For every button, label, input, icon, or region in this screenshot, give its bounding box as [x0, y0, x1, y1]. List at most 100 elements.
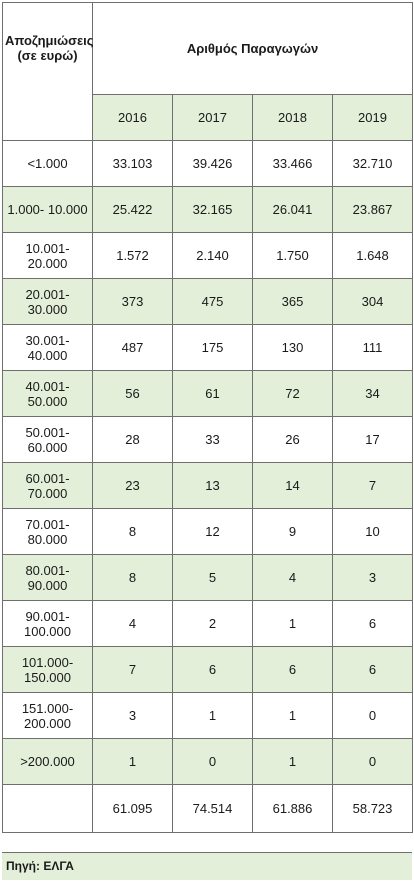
table-row: 50.001- 60.000 28 33 26 17	[2, 416, 414, 463]
value-cell: 304	[331, 278, 414, 325]
range-cell: 50.001- 60.000	[2, 416, 93, 463]
value-cell: 6	[172, 646, 253, 693]
value-cell: 23	[92, 462, 173, 509]
value-cell: 7	[92, 646, 173, 693]
table-row: 80.001- 90.000 8 5 4 3	[2, 554, 414, 601]
value-cell: 14	[252, 462, 333, 509]
value-cell: 32.710	[331, 140, 414, 187]
value-cell: 61	[172, 370, 253, 417]
total-cell: 58.723	[331, 784, 414, 833]
table-row: 20.001- 30.000 373 475 365 304	[2, 278, 414, 325]
range-cell: 90.001- 100.000	[2, 600, 93, 647]
value-cell: 33.466	[252, 140, 333, 187]
year-cell: 2016	[92, 94, 173, 141]
table-row: >200.000 1 0 1 0	[2, 738, 414, 785]
totals-row: 61.095 74.514 61.886 58.723	[2, 784, 414, 833]
table-row: 1.000- 10.000 25.422 32.165 26.041 23.867	[2, 186, 414, 233]
table-row: 30.001- 40.000 487 175 130 111	[2, 324, 414, 371]
value-cell: 26.041	[252, 186, 333, 233]
totals-label-cell	[2, 784, 93, 833]
value-cell: 34	[331, 370, 414, 417]
value-cell: 8	[92, 554, 173, 601]
table-row: 70.001- 80.000 8 12 9 10	[2, 508, 414, 555]
compensation-header: Αποζημιώσεις (σε ευρώ)	[2, 2, 94, 141]
header-row: Αποζημιώσεις (σε ευρώ) Αριθμός Παραγωγών	[2, 2, 414, 141]
range-cell: 80.001- 90.000	[2, 554, 93, 601]
value-cell: 175	[172, 324, 253, 371]
value-cell: 0	[172, 738, 253, 785]
table-row: 151.000- 200.000 3 1 1 0	[2, 692, 414, 739]
value-cell: 39.426	[172, 140, 253, 187]
range-cell: 151.000- 200.000	[2, 692, 93, 739]
value-cell: 25.422	[92, 186, 173, 233]
table-row: <1.000 33.103 39.426 33.466 32.710	[2, 140, 414, 187]
range-cell: 20.001- 30.000	[2, 278, 93, 325]
value-cell: 3	[331, 554, 414, 601]
year-cell: 2017	[172, 94, 253, 141]
value-cell: 1	[252, 692, 333, 739]
value-cell: 32.165	[172, 186, 253, 233]
table-row: 60.001- 70.000 23 13 14 7	[2, 462, 414, 509]
value-cell: 4	[92, 600, 173, 647]
value-cell: 1	[172, 692, 253, 739]
value-cell: 33	[172, 416, 253, 463]
value-cell: 6	[331, 646, 414, 693]
value-cell: 130	[252, 324, 333, 371]
table-row: 90.001- 100.000 4 2 1 6	[2, 600, 414, 647]
year-cell: 2018	[252, 94, 333, 141]
total-cell: 61.095	[92, 784, 173, 833]
range-cell: 70.001- 80.000	[2, 508, 93, 555]
value-cell: 72	[252, 370, 333, 417]
value-cell: 0	[331, 692, 414, 739]
table-row: 101.000- 150.000 7 6 6 6	[2, 646, 414, 693]
source-note: Πηγή: ΕΛΓΑ	[2, 852, 412, 880]
value-cell: 26	[252, 416, 333, 463]
value-cell: 487	[92, 324, 173, 371]
value-cell: 2.140	[172, 232, 253, 279]
value-cell: 13	[172, 462, 253, 509]
value-cell: 9	[252, 508, 333, 555]
value-cell: 373	[92, 278, 173, 325]
value-cell: 475	[172, 278, 253, 325]
range-cell: 10.001- 20.000	[2, 232, 93, 279]
year-row: 2016 2017 2018 2019	[3, 94, 414, 141]
value-cell: 1.750	[252, 232, 333, 279]
value-cell: 6	[331, 600, 414, 647]
year-cell: 2019	[331, 94, 414, 141]
producers-table: Αποζημιώσεις (σε ευρώ) Αριθμός Παραγωγών…	[2, 2, 414, 833]
value-cell: 1	[252, 738, 333, 785]
range-cell: 30.001- 40.000	[2, 324, 93, 371]
value-cell: 365	[252, 278, 333, 325]
value-cell: 12	[172, 508, 253, 555]
total-cell: 61.886	[252, 784, 333, 833]
range-cell: 101.000- 150.000	[2, 646, 93, 693]
table-row: 10.001- 20.000 1.572 2.140 1.750 1.648	[2, 232, 414, 279]
value-cell: 1	[252, 600, 333, 647]
value-cell: 1.648	[331, 232, 414, 279]
value-cell: 4	[252, 554, 333, 601]
range-cell: 1.000- 10.000	[2, 186, 93, 233]
value-cell: 23.867	[331, 186, 414, 233]
value-cell: 8	[92, 508, 173, 555]
value-cell: 6	[252, 646, 333, 693]
value-cell: 1.572	[92, 232, 173, 279]
value-cell: 2	[172, 600, 253, 647]
total-cell: 74.514	[172, 784, 253, 833]
value-cell: 111	[331, 324, 414, 371]
value-cell: 0	[331, 738, 414, 785]
range-cell: <1.000	[2, 140, 93, 187]
value-cell: 7	[331, 462, 414, 509]
value-cell: 5	[172, 554, 253, 601]
value-cell: 33.103	[92, 140, 173, 187]
producers-count-header: Αριθμός Παραγωγών	[91, 2, 414, 95]
range-cell: >200.000	[2, 738, 93, 785]
value-cell: 28	[92, 416, 173, 463]
value-cell: 1	[92, 738, 173, 785]
range-cell: 60.001- 70.000	[2, 462, 93, 509]
table-row: 40.001- 50.000 56 61 72 34	[2, 370, 414, 417]
value-cell: 10	[331, 508, 414, 555]
value-cell: 3	[92, 692, 173, 739]
range-cell: 40.001- 50.000	[2, 370, 93, 417]
value-cell: 56	[92, 370, 173, 417]
